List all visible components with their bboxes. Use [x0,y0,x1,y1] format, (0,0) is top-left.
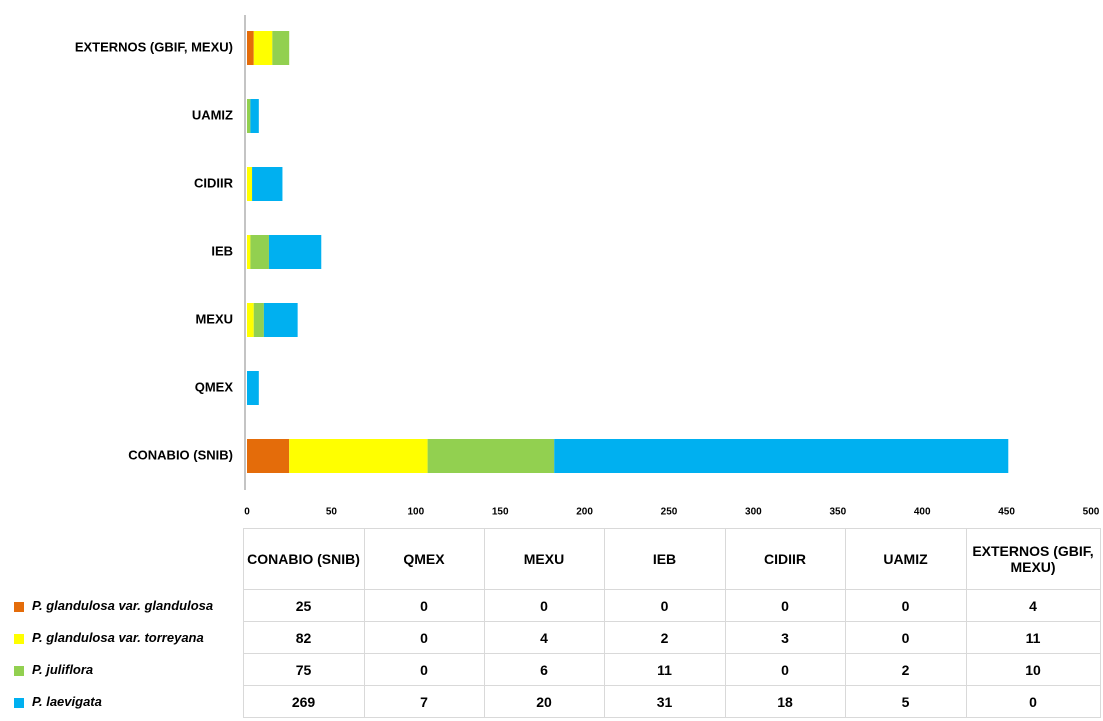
header-cell: UAMIZ [844,528,967,590]
header-cell: CONABIO (SNIB) [242,528,365,590]
y-tick-label: CONABIO (SNIB) [128,447,233,462]
x-tick-label: 500 [1083,507,1100,518]
y-tick-label: IEB [211,243,233,258]
header-cell: IEB [603,528,726,590]
table-cell: 0 [363,653,485,686]
table-cell: 0 [363,589,485,622]
x-tick-label: 50 [326,507,338,518]
chart: 0 50 100 150 200 250 300 350 400 450 500 CONABIO (S… [75,15,1100,518]
x-tick-label: 400 [914,507,931,518]
y-tick-label: UAMIZ [192,107,233,122]
table-cell: 11 [965,621,1101,654]
table-cell: 3 [724,621,846,654]
data-row: P. juliflora 75 0 6 11 0 2 10 [0,653,1101,686]
data-row: P. glandulosa var. torreyana 82 0 4 2 3 0 11 [0,621,1101,654]
table-cell: 0 [483,589,605,622]
legend-label: P. glandulosa var. torreyana [32,630,204,645]
bar-segment [250,99,259,133]
bar-segment [427,439,555,473]
table-cell: 82 [242,621,365,654]
bar-segment [247,439,290,473]
table-cell: 0 [844,589,967,622]
data-table: CONABIO (SNIB) QMEX MEXU IEB CIDIIR UAMIZ EXTE… [0,528,1101,718]
bar-segment [554,439,1009,473]
table-cell: 0 [363,621,485,654]
table-cell: 5 [844,685,967,718]
bar-segment [247,31,254,65]
x-tick-label: 350 [829,507,846,518]
bar-segment [247,303,254,337]
table-cell: 7 [363,685,485,718]
table-cell: 0 [724,589,846,622]
legend-swatch [14,665,24,676]
bar-segment [247,99,251,133]
legend-label: P. laevigata [32,694,102,709]
table-cell: 18 [724,685,846,718]
header-row: CONABIO (SNIB) QMEX MEXU IEB CIDIIR UAMIZ EXTE… [0,528,1101,590]
x-tick-label: 250 [661,507,678,518]
y-tick-label: EXTERNOS (GBIF, MEXU) [75,39,233,54]
legend-swatch [14,601,24,612]
header-cell: CIDIIR [724,528,846,590]
table-cell: 2 [603,621,726,654]
legend-swatch [14,633,24,644]
header-cell: QMEX [363,528,485,590]
legend-cell: P. glandulosa var. glandulosa [0,590,243,622]
header-cell: MEXU [483,528,605,590]
legend-label: P. juliflora [32,662,94,677]
legend-swatch [14,697,24,708]
bar-segment [247,235,251,269]
y-tick-label: QMEX [195,379,234,394]
y-tick-label: MEXU [195,311,233,326]
table-cell: 10 [965,653,1101,686]
table-cell: 2 [844,653,967,686]
table-cell: 31 [603,685,726,718]
table-cell: 0 [603,589,726,622]
bar-segment [250,235,269,269]
legend-cell: P. laevigata [0,686,243,718]
y-tick-label: CIDIIR [194,175,234,190]
data-row: P. laevigata 269 7 20 31 18 5 0 [0,685,1101,718]
table-cell: 4 [965,589,1101,622]
bar-segment [252,167,283,201]
table-cell: 0 [965,685,1101,718]
x-tick-label: 200 [576,507,593,518]
bar-segment [253,31,273,65]
bar-segment [247,371,259,405]
table-cell: 75 [242,653,365,686]
legend-label: P. glandulosa var. glandulosa [32,598,214,613]
bar-segment [263,303,298,337]
table-cell: 6 [483,653,605,686]
empty-cell [0,529,243,590]
table-cell: 269 [242,685,365,718]
x-tick-label: 0 [244,507,250,518]
table-cell: 4 [483,621,605,654]
x-tick-label: 450 [998,507,1015,518]
data-row: P. glandulosa var. glandulosa 25 0 0 0 0 0 4 [0,589,1101,622]
bar-segment [289,439,428,473]
legend-cell: P. glandulosa var. torreyana [0,622,243,654]
bar-segment [247,167,253,201]
header-cell: EXTERNOS (GBIF, MEXU) [965,528,1101,590]
table-cell: 25 [242,589,365,622]
table-cell: 11 [603,653,726,686]
bar-segment [253,303,264,337]
x-tick-label: 100 [407,507,424,518]
table-cell: 20 [483,685,605,718]
x-tick-label: 150 [492,507,509,518]
table-cell: 0 [724,653,846,686]
x-tick-label: 300 [745,507,762,518]
table-cell: 0 [844,621,967,654]
legend-cell: P. juliflora [0,654,243,686]
bar-segment [268,235,322,269]
bar-segment [272,31,290,65]
